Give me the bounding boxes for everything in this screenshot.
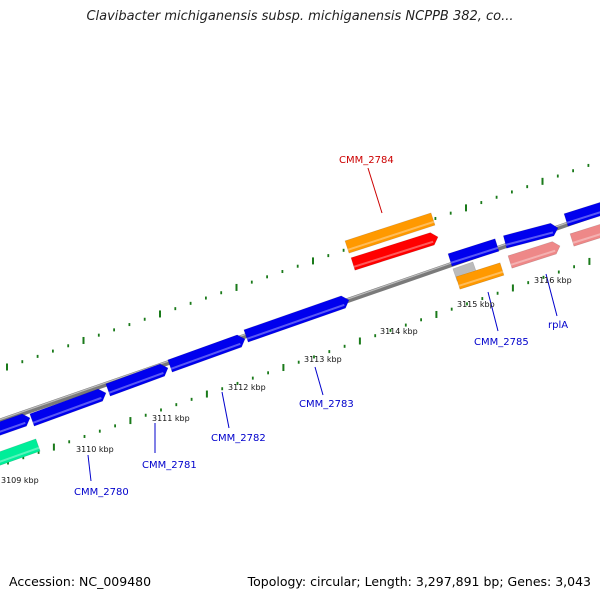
gene-label-cmm-2785[interactable]: CMM_2785 (474, 337, 529, 348)
gene-cmm-2779-shine (0, 421, 26, 433)
leader-cmm-2780 (87, 454, 92, 482)
scale-label-3111: 3111 kbp (152, 414, 190, 423)
gene-rpla-arrow[interactable] (507, 241, 561, 269)
gene-cmm-2785-shine (450, 246, 499, 264)
gene-cmm-2784-shine (353, 240, 434, 268)
gene-cmm-2781-shine (108, 371, 164, 394)
scale-label-3112: 3112 kbp (228, 383, 266, 392)
gene-rpla-forward-arrow[interactable] (502, 222, 559, 249)
gene-cmm-2779-teal-arrow[interactable] (0, 438, 41, 468)
gene-cmm-2784-orange-shine (347, 220, 435, 251)
accession-label: Accession: NC_009480 (9, 574, 152, 589)
gene-cmm-2785-arrow[interactable] (447, 238, 500, 267)
leader-cmm-2785 (487, 291, 499, 332)
gene-cmm-2782-arrow[interactable] (167, 334, 246, 373)
gene-cmm-2782-shine (170, 342, 241, 370)
gene-cmm-2783-shine (246, 303, 345, 340)
gene-cmm-2779-arrow[interactable] (0, 413, 31, 438)
gene-cmm-2785-orange-arrow[interactable] (455, 262, 505, 290)
gene-rpla-shine (510, 249, 556, 266)
gene-label-cmm-2781[interactable]: CMM_2781 (142, 460, 197, 471)
gene-rplk-forward-arrow[interactable] (563, 200, 600, 227)
gene-label-cmm-2783[interactable]: CMM_2783 (299, 399, 354, 410)
leader-cmm-2782 (221, 391, 230, 429)
gene-label-rpla[interactable]: rplA (548, 320, 568, 331)
gene-cmm-2784-arrow[interactable] (350, 232, 439, 271)
gene-cmm-2783-arrow[interactable] (243, 295, 350, 343)
gene-cmm-2780-shine (32, 396, 102, 424)
gene-cmm-2785-orange-shine (458, 270, 504, 287)
scale-label-3114: 3114 kbp (380, 327, 418, 336)
gene-label-cmm-2780[interactable]: CMM_2780 (74, 487, 129, 498)
genome-summary: Topology: circular; Length: 3,297,891 bp… (247, 574, 591, 589)
gene-cmm-2779-teal-shine (0, 446, 40, 463)
scale-label-3109: 3109 kbp (1, 476, 39, 485)
gene-rplk-shine (572, 233, 600, 244)
gene-cmm-2780-arrow[interactable] (29, 388, 107, 427)
gene-rplk-forward-shine (566, 211, 600, 224)
gene-label-cmm-2782[interactable]: CMM_2782 (211, 433, 266, 444)
scale-label-3110: 3110 kbp (76, 445, 114, 454)
gene-label-cmm-2784[interactable]: CMM_2784 (339, 155, 394, 166)
tick-track-lower (7, 257, 591, 465)
leader-cmm-2783 (314, 366, 324, 396)
leader-cmm-2784 (367, 167, 383, 214)
scale-label-3116: 3116 kbp (534, 276, 572, 285)
gene-cmm-2781-arrow[interactable] (105, 363, 169, 397)
gene-cmm-2784-orange-arrow[interactable] (344, 212, 436, 254)
map-title: Clavibacter michiganensis subsp. michiga… (86, 9, 514, 24)
scale-label-3115: 3115 kbp (457, 300, 495, 309)
leader-rpla (545, 273, 558, 317)
tick-track-upper (6, 163, 590, 371)
scale-label-3113: 3113 kbp (304, 355, 342, 364)
gene-rplk-arrow[interactable] (569, 222, 600, 247)
gene-rpla-forward-shine (505, 231, 554, 246)
